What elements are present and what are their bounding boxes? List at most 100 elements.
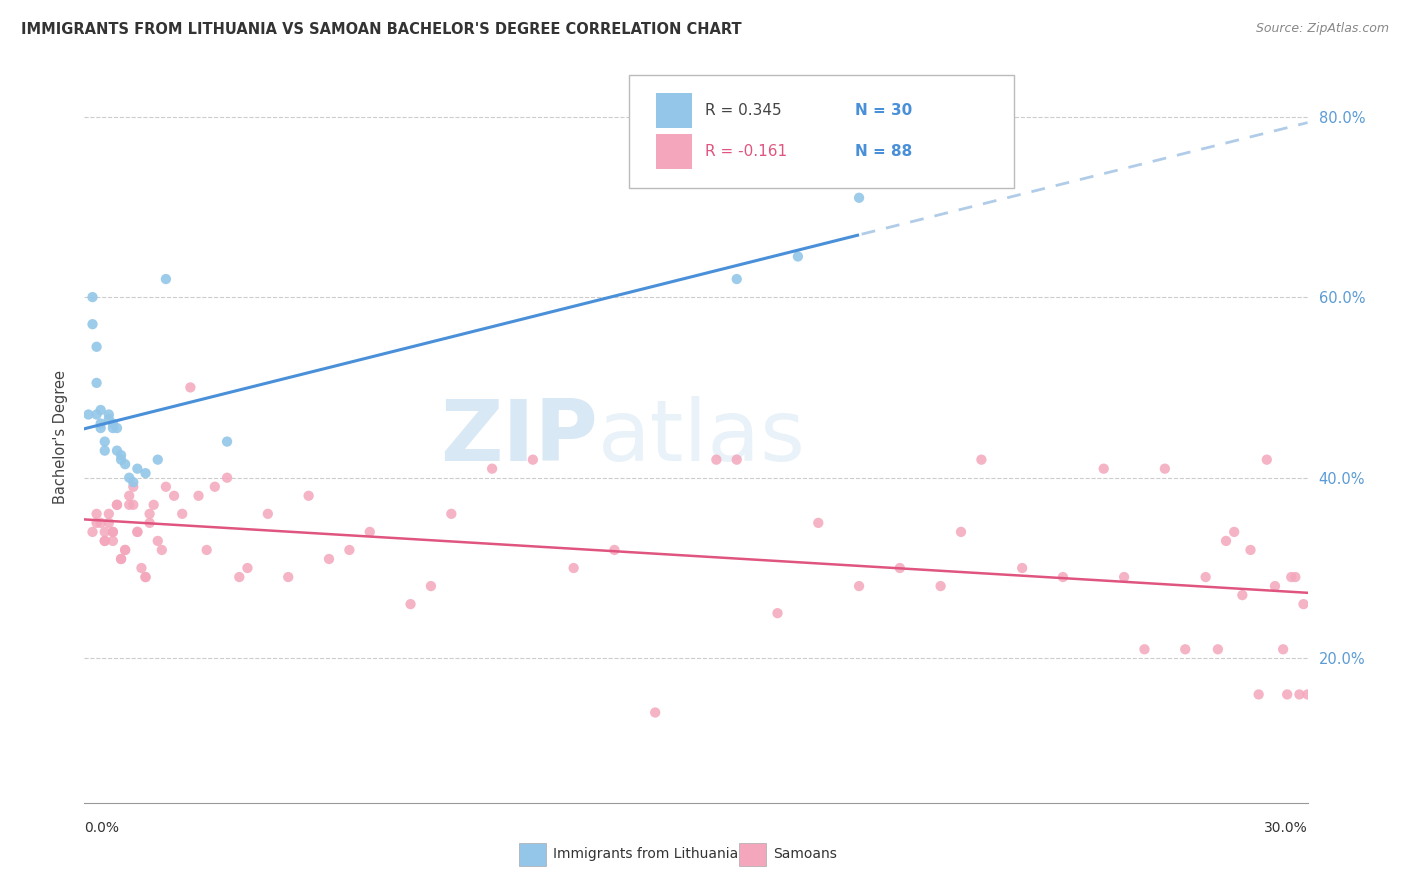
Point — [105, 498, 128, 512]
Point — [118, 471, 141, 485]
Point — [562, 561, 585, 575]
Point — [114, 543, 136, 558]
Point — [146, 452, 169, 467]
Text: atlas: atlas — [598, 395, 806, 479]
Point — [86, 376, 108, 390]
Point — [101, 524, 124, 539]
Y-axis label: Bachelor's Degree: Bachelor's Degree — [52, 370, 67, 504]
Point — [135, 466, 157, 480]
Bar — [655, 93, 692, 128]
Point — [135, 570, 157, 584]
Point — [603, 543, 626, 558]
Point — [97, 516, 120, 530]
Point — [82, 524, 104, 539]
Point — [93, 533, 115, 548]
Point — [77, 408, 100, 422]
Point — [1264, 579, 1286, 593]
Point — [725, 452, 748, 467]
Point — [146, 533, 169, 548]
Bar — [738, 843, 766, 866]
Point — [110, 448, 132, 462]
Point — [1154, 461, 1177, 475]
Point — [105, 498, 128, 512]
FancyBboxPatch shape — [628, 75, 1014, 188]
Point — [101, 524, 124, 539]
Point — [1174, 642, 1197, 657]
Point — [228, 570, 250, 584]
Point — [195, 543, 218, 558]
Point — [142, 498, 165, 512]
Point — [150, 543, 173, 558]
Point — [93, 524, 115, 539]
Point — [298, 489, 321, 503]
Point — [1256, 452, 1278, 467]
Point — [217, 471, 239, 485]
Text: R = -0.161: R = -0.161 — [704, 145, 787, 160]
Point — [110, 552, 132, 566]
Point — [1011, 561, 1033, 575]
Point — [217, 434, 239, 449]
Point — [90, 403, 112, 417]
Point — [440, 507, 463, 521]
Point — [359, 524, 381, 539]
Point — [807, 516, 830, 530]
Point — [86, 516, 108, 530]
Point — [86, 340, 108, 354]
Text: 30.0%: 30.0% — [1264, 821, 1308, 835]
Point — [766, 606, 789, 620]
Point — [135, 570, 157, 584]
Point — [848, 191, 870, 205]
Point — [93, 533, 115, 548]
Point — [1279, 570, 1302, 584]
Point — [187, 489, 209, 503]
Point — [131, 561, 153, 575]
Point — [1092, 461, 1115, 475]
Point — [420, 579, 443, 593]
Point — [97, 507, 120, 521]
Point — [97, 408, 120, 422]
Point — [787, 250, 810, 264]
Bar — [519, 843, 546, 866]
Point — [1272, 642, 1295, 657]
Point — [522, 452, 544, 467]
Text: N = 88: N = 88 — [855, 145, 912, 160]
Point — [155, 480, 177, 494]
Point — [86, 507, 108, 521]
Point — [82, 290, 104, 304]
Point — [1232, 588, 1254, 602]
Point — [236, 561, 259, 575]
Point — [889, 561, 911, 575]
Point — [179, 380, 201, 394]
Point — [127, 524, 149, 539]
Point — [1215, 533, 1237, 548]
Point — [118, 489, 141, 503]
Point — [339, 543, 361, 558]
Text: N = 30: N = 30 — [855, 103, 912, 118]
Point — [644, 706, 666, 720]
Point — [127, 524, 149, 539]
Point — [950, 524, 973, 539]
Point — [118, 498, 141, 512]
Point — [90, 516, 112, 530]
Point — [138, 507, 160, 521]
Point — [1292, 597, 1315, 611]
Text: 0.0%: 0.0% — [84, 821, 120, 835]
Point — [105, 421, 128, 435]
Point — [90, 417, 112, 431]
Point — [1052, 570, 1074, 584]
Point — [481, 461, 503, 475]
Point — [163, 489, 186, 503]
Bar — [655, 135, 692, 169]
Point — [929, 579, 952, 593]
Text: Source: ZipAtlas.com: Source: ZipAtlas.com — [1256, 22, 1389, 36]
Point — [848, 579, 870, 593]
Point — [706, 452, 728, 467]
Point — [1284, 570, 1306, 584]
Point — [1239, 543, 1261, 558]
Point — [1247, 688, 1270, 702]
Text: R = 0.345: R = 0.345 — [704, 103, 782, 118]
Point — [122, 480, 145, 494]
Point — [101, 421, 124, 435]
Text: IMMIGRANTS FROM LITHUANIA VS SAMOAN BACHELOR'S DEGREE CORRELATION CHART: IMMIGRANTS FROM LITHUANIA VS SAMOAN BACH… — [21, 22, 742, 37]
Point — [127, 461, 149, 475]
